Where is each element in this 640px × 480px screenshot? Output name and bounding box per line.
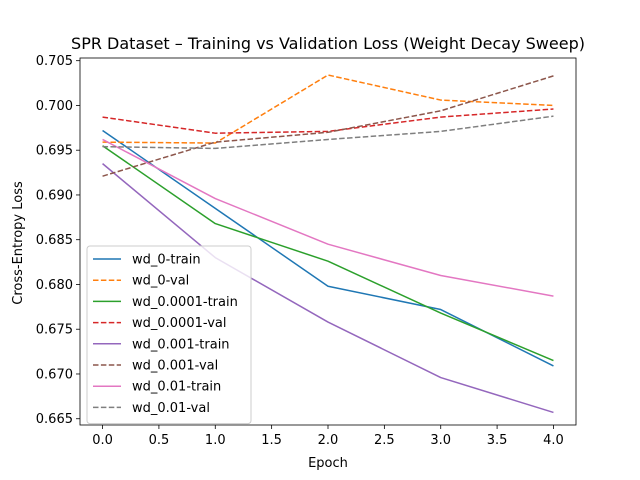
x-tick-label: 0.0 xyxy=(92,433,113,448)
y-tick-label: 0.705 xyxy=(36,54,73,69)
series-layer xyxy=(102,74,554,414)
series-line-wd_0.0001-val xyxy=(102,108,554,134)
y-tick-label: 0.685 xyxy=(36,233,73,248)
y-tick-label: 0.700 xyxy=(36,99,73,114)
series-line-wd_0-val xyxy=(102,74,554,144)
y-tick-label: 0.675 xyxy=(36,323,73,338)
y-tick-label: 0.695 xyxy=(36,144,73,159)
series-line-wd_0.01-val xyxy=(102,115,554,150)
x-tick-label: 0.5 xyxy=(149,433,170,448)
y-tick-label: 0.690 xyxy=(36,188,73,203)
x-tick-label: 3.5 xyxy=(487,433,508,448)
x-tick-label: 3.0 xyxy=(430,433,451,448)
legend: wd_0-train wd_0-val wd_0.0001-train wd_0.00… xyxy=(86,245,252,425)
x-tick-label: 2.0 xyxy=(318,433,339,448)
chart-title: SPR Dataset – Training vs Validation Los… xyxy=(71,34,585,53)
y-tick-label: 0.665 xyxy=(36,412,73,427)
legend-entry-label: wd_0.001-val xyxy=(132,359,218,374)
legend-entry-label: wd_0.01-val xyxy=(132,401,210,416)
series-line-wd_0.001-train xyxy=(102,163,554,414)
series-line-wd_0.001-val xyxy=(102,75,554,177)
x-tick-label: 2.5 xyxy=(374,433,395,448)
x-tick-label: 1.0 xyxy=(205,433,226,448)
legend-entry-label: wd_0-train xyxy=(132,253,201,268)
legend-entry-label: wd_0.0001-train xyxy=(132,295,238,310)
legend-entry-label: wd_0.0001-val xyxy=(132,316,227,331)
y-tick-label: 0.680 xyxy=(36,278,73,293)
legend-entry-label: wd_0.001-train xyxy=(132,337,230,352)
x-axis-label: Epoch xyxy=(308,456,348,471)
y-tick-label: 0.670 xyxy=(36,367,73,382)
y-axis-label: Cross-Entropy Loss xyxy=(11,181,26,305)
series-line-wd_0.0001-train xyxy=(102,145,554,362)
series-line-wd_0.01-train xyxy=(102,138,554,297)
legend-entry-label: wd_0-val xyxy=(132,274,189,289)
x-tick-label: 1.5 xyxy=(261,433,282,448)
legend-box xyxy=(86,245,252,425)
legend-entry-label: wd_0.01-train xyxy=(132,380,221,395)
axes-layer: 0.0 0.5 1.0 1.5 2.0 2.5 3.0 3.5 4.0 0.665 0.670 0.6… xyxy=(36,54,577,448)
x-tick-label: 4.0 xyxy=(543,433,564,448)
